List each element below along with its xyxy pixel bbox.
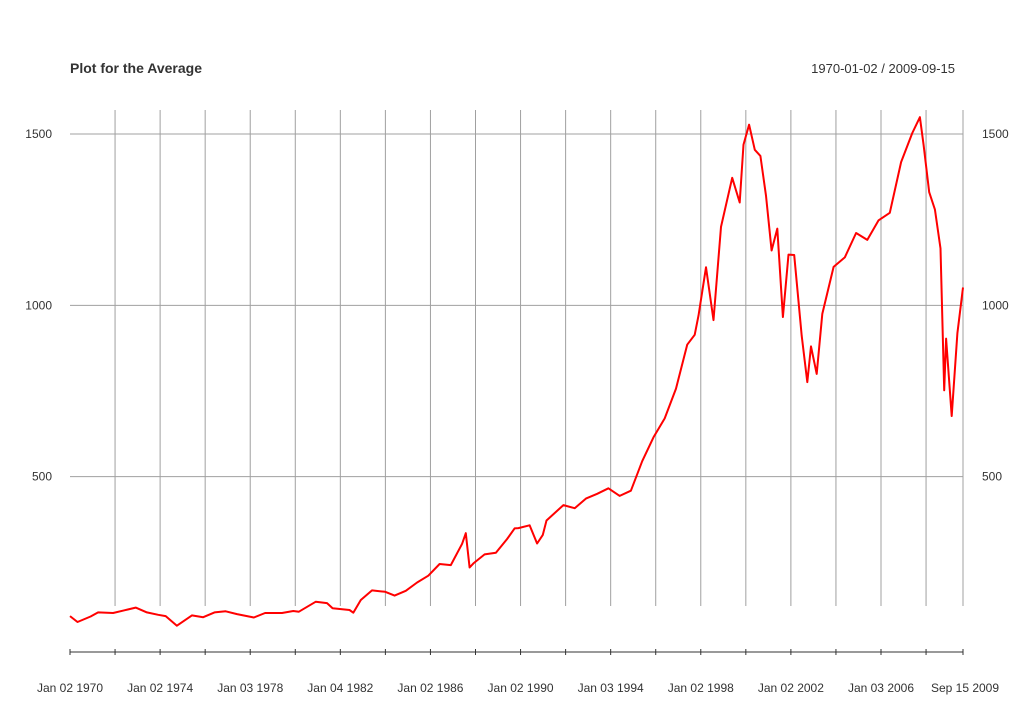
date-range-label: 1970-01-02 / 2009-09-15 (811, 61, 955, 76)
x-tick-label: Jan 03 2006 (848, 681, 914, 695)
y-axis-left: 500 1000 1500 (25, 127, 52, 484)
average-series-line (69, 116, 964, 627)
x-tick-label: Jan 02 2002 (758, 681, 824, 695)
y-tick-label-left: 500 (32, 470, 52, 484)
y-tick-label-left: 1500 (25, 127, 52, 141)
y-tick-label-left: 1000 (25, 298, 52, 312)
y-axis-right: 500 1000 1500 (982, 127, 1009, 484)
x-tick-label: Jan 04 1982 (307, 681, 373, 695)
chart-title: Plot for the Average (70, 60, 202, 76)
grid-lines (70, 110, 964, 606)
x-tick-label: Jan 02 1990 (488, 681, 554, 695)
x-tick-label: Jan 02 1998 (668, 681, 734, 695)
x-tick-label: Jan 03 1978 (217, 681, 283, 695)
x-tick-label: Jan 03 1994 (578, 681, 644, 695)
y-tick-label-right: 1500 (982, 127, 1009, 141)
x-tick-label: Sep 15 2009 (931, 681, 999, 695)
x-axis: Jan 02 1970 Jan 02 1974 Jan 03 1978 Jan 04 … (37, 649, 999, 695)
y-tick-label-right: 1000 (982, 298, 1009, 312)
x-tick-label: Jan 02 1974 (127, 681, 193, 695)
x-tick-label: Jan 02 1970 (37, 681, 103, 695)
x-tick-label: Jan 02 1986 (397, 681, 463, 695)
y-tick-label-right: 500 (982, 470, 1002, 484)
